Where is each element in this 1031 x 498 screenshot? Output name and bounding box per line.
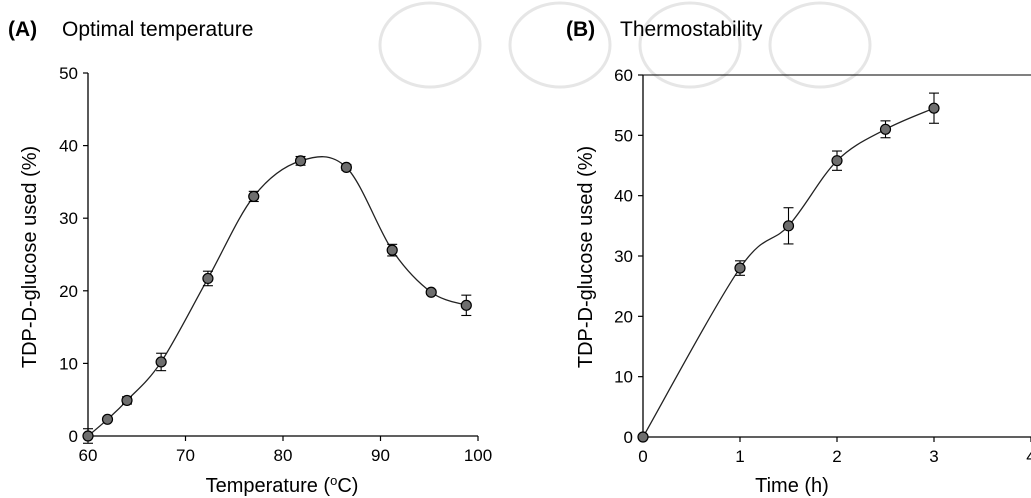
panel-a-letter: (A) (8, 18, 37, 41)
panel-a-y-tick-label: 20 (59, 282, 78, 301)
panel-b-data-point (879, 123, 892, 135)
panel-b-data-point (782, 220, 795, 232)
panel-b-y-tick-label: 40 (614, 187, 633, 206)
panel-b-x-tick-label: 3 (929, 447, 938, 466)
panel-a-y-tick-label: 10 (59, 354, 78, 373)
panel-a-data-point (82, 430, 94, 442)
panel-a-data-point (101, 413, 114, 425)
panel-b-y-tick-label: 20 (614, 307, 633, 326)
panel-a-y-tick-label: 50 (59, 64, 78, 83)
panel-b-y-tick-label: 0 (624, 428, 633, 447)
panel-a-data-point (121, 394, 133, 407)
panel-a-y-tick-label: 30 (59, 209, 78, 228)
panel-b-y-tick-label: 60 (614, 66, 633, 85)
panel-a-data-point (248, 190, 260, 203)
panel-a-y-tick-label: 40 (59, 137, 78, 156)
panel-a-x-tick-label: 90 (371, 446, 390, 465)
panel-a-data-point (294, 155, 307, 167)
panel-a-x-label-tail: C) (337, 475, 358, 497)
panel-a-x-tick-label: 100 (464, 446, 492, 465)
panel-a-x-tick-label: 80 (274, 446, 293, 465)
panel-a-fit-curve (87, 156, 467, 437)
panel-b-data-point (734, 262, 746, 274)
panel-b-letter: (B) (566, 18, 595, 41)
panel-a-data-point (155, 356, 167, 368)
panel-a-x-tick-label: 60 (79, 446, 98, 465)
panel-b-y-axis-label: TDP-D-glucose used (%) (575, 146, 597, 368)
watermark-decoration (378, 1, 872, 89)
panel-a-data-point (202, 272, 214, 285)
panel-a-x-label-main: Temperature ( (206, 475, 331, 497)
panel-a: (A) Optimal temperature TDP-D-glucose us… (8, 18, 492, 497)
panel-b-y-tick-label: 50 (614, 126, 633, 145)
panel-a-data-point (386, 244, 398, 256)
panel-a-y-tick-label: 0 (69, 427, 78, 446)
panel-a-title: Optimal temperature (62, 18, 253, 41)
panel-b-x-tick-label: 0 (638, 447, 647, 466)
panel-a-y-axis-label: TDP-D-glucose used (%) (19, 146, 41, 368)
panel-b-y-tick-label: 10 (614, 368, 633, 387)
panel-b-fit-curve (642, 107, 935, 438)
panel-b-x-tick-label: 2 (832, 447, 841, 466)
panel-a-data-point (340, 161, 352, 173)
panel-b-title: Thermostability (620, 18, 763, 41)
panel-b-x-tick-label: 1 (735, 447, 744, 466)
panel-a-data-point (425, 286, 437, 298)
panel-b-data-point (637, 431, 649, 443)
panel-b: (B) Thermostability TDP-D-glucose used (… (566, 18, 1031, 497)
panel-b-data-point (831, 155, 843, 167)
panel-b-x-axis-label: Time (h) (755, 475, 829, 497)
panel-b-y-tick-label: 30 (614, 247, 633, 266)
panel-a-data-point (460, 299, 472, 311)
panel-a-x-label-sup: o (330, 473, 337, 488)
panel-a-x-tick-label: 70 (176, 446, 195, 465)
panel-b-x-label-main: Time (h) (755, 475, 829, 497)
panel-b-data-point (928, 102, 940, 114)
panel-a-x-axis-label: Temperature (oC) (206, 473, 359, 498)
panel-b-x-tick-label: 4 (1026, 447, 1031, 466)
